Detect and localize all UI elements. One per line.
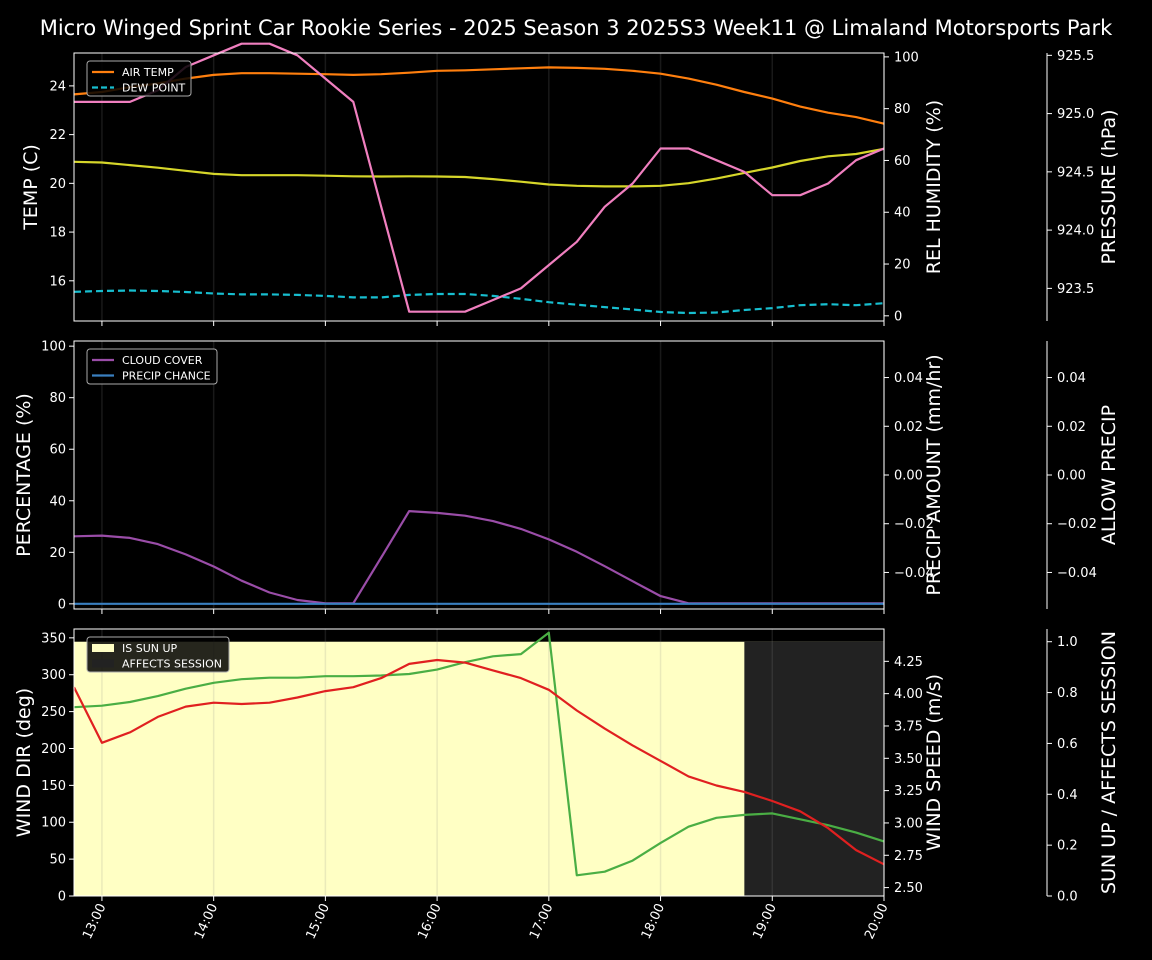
left-axis-label: WIND DIR (deg): [13, 688, 35, 837]
far-tick-label: −0.04: [1057, 566, 1097, 581]
far-tick-label: 0.0: [1057, 890, 1078, 905]
right-tick-label: 2.50: [894, 881, 923, 896]
legend-box: [86, 636, 230, 673]
legend-label: PRECIP CHANCE: [122, 370, 211, 383]
far-tick-label: 924.5: [1057, 165, 1094, 180]
far-tick-label: 1.0: [1057, 635, 1078, 650]
right-axis-label: REL HUMIDITY (%): [923, 100, 945, 274]
right-tick-label: 40: [894, 206, 911, 221]
affects-session-region: [744, 641, 884, 896]
right-tick-label: −0.04: [894, 566, 934, 581]
right-tick-label: 2.75: [894, 849, 923, 864]
far-tick-label: 0.2: [1057, 839, 1078, 854]
left-tick-label: 100: [41, 816, 66, 831]
left-tick-label: 150: [41, 779, 66, 794]
panel-frame: [73, 52, 885, 322]
right-tick-label: 60: [894, 154, 911, 169]
left-tick-label: 20: [49, 177, 66, 192]
far-tick-label: 924.0: [1057, 224, 1094, 239]
left-tick-label: 18: [49, 226, 66, 241]
series-air-temp: [73, 66, 885, 125]
right-tick-label: 0.00: [894, 469, 923, 484]
left-tick-label: 50: [49, 853, 66, 868]
right-tick-label: 100: [894, 50, 919, 65]
far-tick-label: 0.04: [1057, 371, 1086, 386]
far-axis-label: ALLOW PRECIP: [1098, 405, 1120, 545]
left-axis-label: TEMP (C): [20, 144, 42, 231]
right-tick-label: 3.25: [894, 784, 923, 799]
right-axis-label: PRECIP AMOUNT (mm/hr): [923, 354, 945, 595]
legend-label: DEW POINT: [122, 82, 186, 95]
series-rel-humidity: [73, 147, 885, 188]
left-tick-label: 350: [41, 631, 66, 646]
legend-label: AFFECTS SESSION: [122, 658, 222, 671]
far-tick-label: 925.5: [1057, 49, 1094, 64]
left-tick-label: 100: [41, 340, 66, 355]
panel-wind: 0 50 100 150 200 250 300 350 2.50 2.75 3.00 3.25 3.5…: [13, 628, 1120, 905]
far-tick-label: 0.4: [1057, 788, 1078, 803]
right-tick-label: 20: [894, 258, 911, 273]
far-tick-label: 0.02: [1057, 420, 1086, 435]
right-tick-label: −0.02: [894, 517, 934, 532]
left-tick-label: 60: [49, 443, 66, 458]
right-tick-label: 3.50: [894, 752, 923, 767]
far-tick-label: 925.0: [1057, 107, 1094, 122]
right-tick-label: 80: [894, 102, 911, 117]
far-tick-label: 0.8: [1057, 686, 1078, 701]
far-axis-label: SUN UP / AFFECTS SESSION: [1098, 631, 1120, 894]
far-tick-label: 0.6: [1057, 737, 1078, 752]
far-tick-label: 0.00: [1057, 469, 1086, 484]
left-tick-label: 250: [41, 705, 66, 720]
left-tick-label: 80: [49, 391, 66, 406]
left-tick-label: 0: [58, 597, 66, 612]
left-tick-label: 0: [58, 890, 66, 905]
left-tick-label: 22: [49, 128, 66, 143]
right-tick-label: 0.02: [894, 420, 923, 435]
right-axis-label: WIND SPEED (m/s): [923, 674, 945, 851]
legend-label: AIR TEMP: [122, 66, 174, 79]
legend-label: IS SUN UP: [122, 642, 178, 655]
series-wind-dir: [73, 631, 885, 877]
panel-temp: 16 18 20 22 24 0 20 40 60 80 100 923.5 924.0 924.5 925…: [20, 42, 1120, 326]
series-pressure: [74, 42, 885, 313]
series-dew-point: [73, 289, 885, 315]
series-wind-speed: [73, 658, 885, 866]
legend-label: CLOUD COVER: [122, 354, 203, 367]
far-tick-label: 923.5: [1057, 282, 1094, 297]
chart-title: Micro Winged Sprint Car Rookie Series - …: [40, 16, 1113, 40]
right-tick-label: 3.00: [894, 816, 923, 831]
left-tick-label: 20: [49, 546, 66, 561]
right-tick-label: 0.04: [894, 371, 923, 386]
panel-frame: [73, 628, 885, 897]
panel-precip: 0 20 40 60 80 100 −0.04 −0.02 0.00 0.02 0.04 −0.04 −…: [13, 340, 1120, 614]
far-tick-label: −0.02: [1057, 517, 1097, 532]
right-tick-label: 3.75: [894, 719, 923, 734]
legend-swatch: [92, 659, 114, 668]
left-tick-label: 40: [49, 494, 66, 509]
right-tick-label: 0: [894, 309, 902, 324]
far-axis-label: PRESSURE (hPa): [1098, 109, 1120, 264]
right-tick-label: 4.25: [894, 655, 923, 670]
right-tick-label: 4.00: [894, 687, 923, 702]
left-tick-label: 300: [41, 668, 66, 683]
left-tick-label: 16: [49, 274, 66, 289]
left-tick-label: 200: [41, 742, 66, 757]
left-tick-label: 24: [49, 79, 66, 94]
legend-swatch: [92, 644, 114, 652]
legend-box: [86, 348, 218, 385]
left-axis-label: PERCENTAGE (%): [13, 393, 35, 557]
